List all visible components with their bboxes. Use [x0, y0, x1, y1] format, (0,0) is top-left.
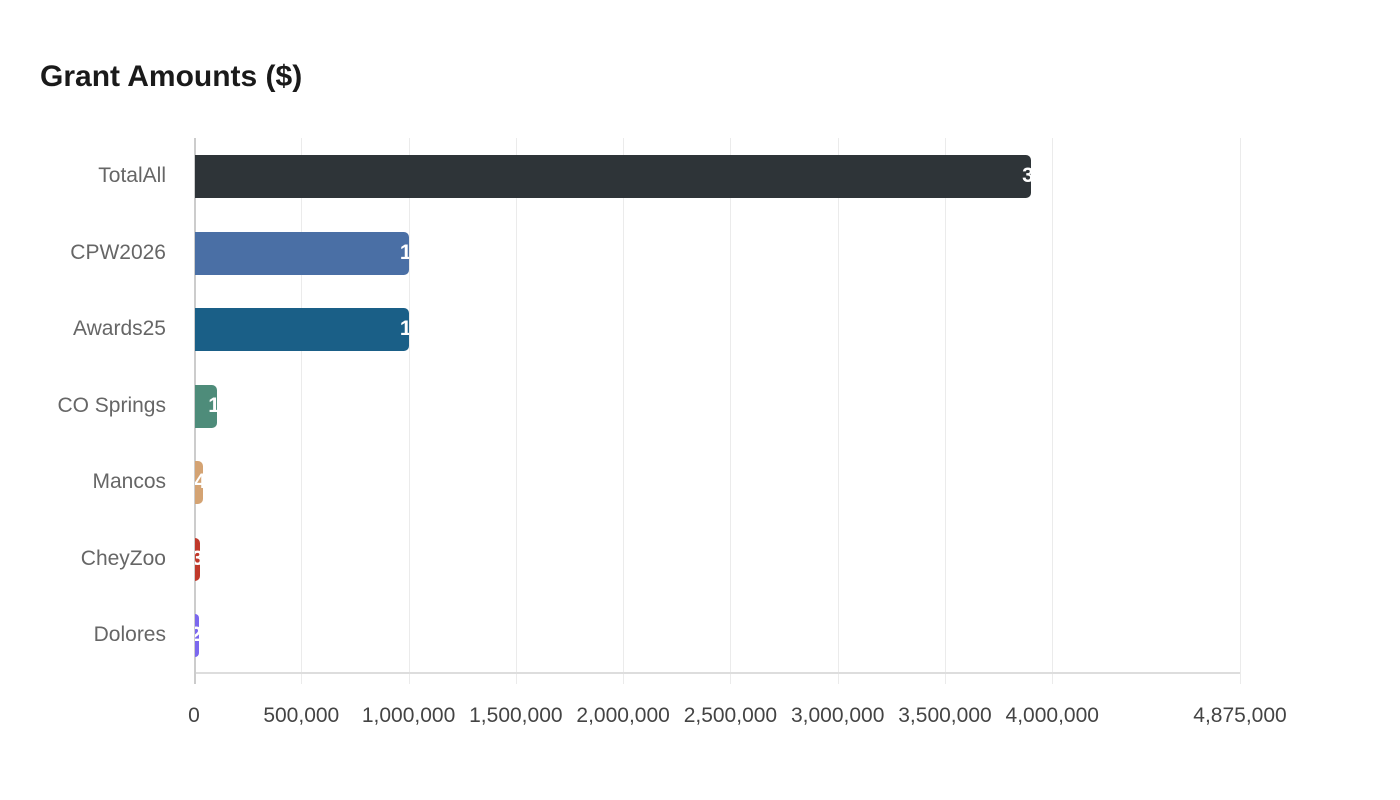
bar-value-label: 4	[195, 470, 203, 493]
bar-mancos[interactable]: 4	[195, 461, 203, 504]
x-tick-label: 1,500,000	[469, 704, 563, 727]
bar-cheyzoo[interactable]: 3	[195, 537, 201, 581]
bar-value-label: 3	[1022, 164, 1031, 187]
bar-value-label: 3	[195, 547, 200, 571]
plot-area: 3 1 1 1 4 3 2	[194, 138, 1241, 684]
x-tick-label: 2,000,000	[576, 704, 670, 727]
x-tick-label: 0	[188, 704, 200, 727]
gridline	[301, 138, 303, 684]
x-tick-label: 4,000,000	[1005, 704, 1099, 727]
x-tick-label: 3,000,000	[790, 704, 885, 727]
bar-awards25[interactable]: 1	[195, 308, 409, 351]
category-label: CheyZoo	[80, 546, 166, 570]
bar-value-label: 2	[195, 623, 199, 647]
x-axis-line	[194, 672, 1240, 674]
gridline	[623, 138, 625, 684]
x-tick-label: 1,000,000	[361, 704, 456, 727]
x-tick-label: 2,500,000	[683, 704, 778, 727]
chart-title: Grant Amounts ($)	[40, 60, 303, 93]
category-label: Awards25	[72, 317, 166, 340]
gridline	[1052, 138, 1054, 684]
bar-totalall[interactable]: 3	[195, 155, 1031, 198]
bar-cpw2026[interactable]: 1	[195, 231, 409, 275]
x-tick-label: 500,000	[263, 704, 340, 727]
category-label: CO Springs	[57, 393, 166, 417]
bar-dolores[interactable]: 2	[195, 614, 199, 657]
gridline	[837, 138, 839, 684]
gridline	[944, 138, 946, 684]
category-label: Dolores	[93, 623, 166, 646]
x-tick-label: 4,875,000	[1193, 704, 1287, 727]
bar-co-springs[interactable]: 1	[195, 384, 217, 428]
bar-value-label: 1	[399, 240, 409, 264]
gridline	[1240, 138, 1241, 684]
category-label: Mancos	[92, 470, 166, 493]
category-label: TotalAll	[98, 164, 166, 187]
gridline	[515, 138, 517, 684]
x-tick-label: 3,500,000	[898, 704, 992, 727]
bar-value-label: 1	[399, 317, 409, 340]
bar-value-label: 1	[208, 393, 217, 417]
category-label: CPW2026	[70, 240, 166, 264]
gridline	[408, 138, 410, 684]
gridline	[730, 138, 732, 684]
